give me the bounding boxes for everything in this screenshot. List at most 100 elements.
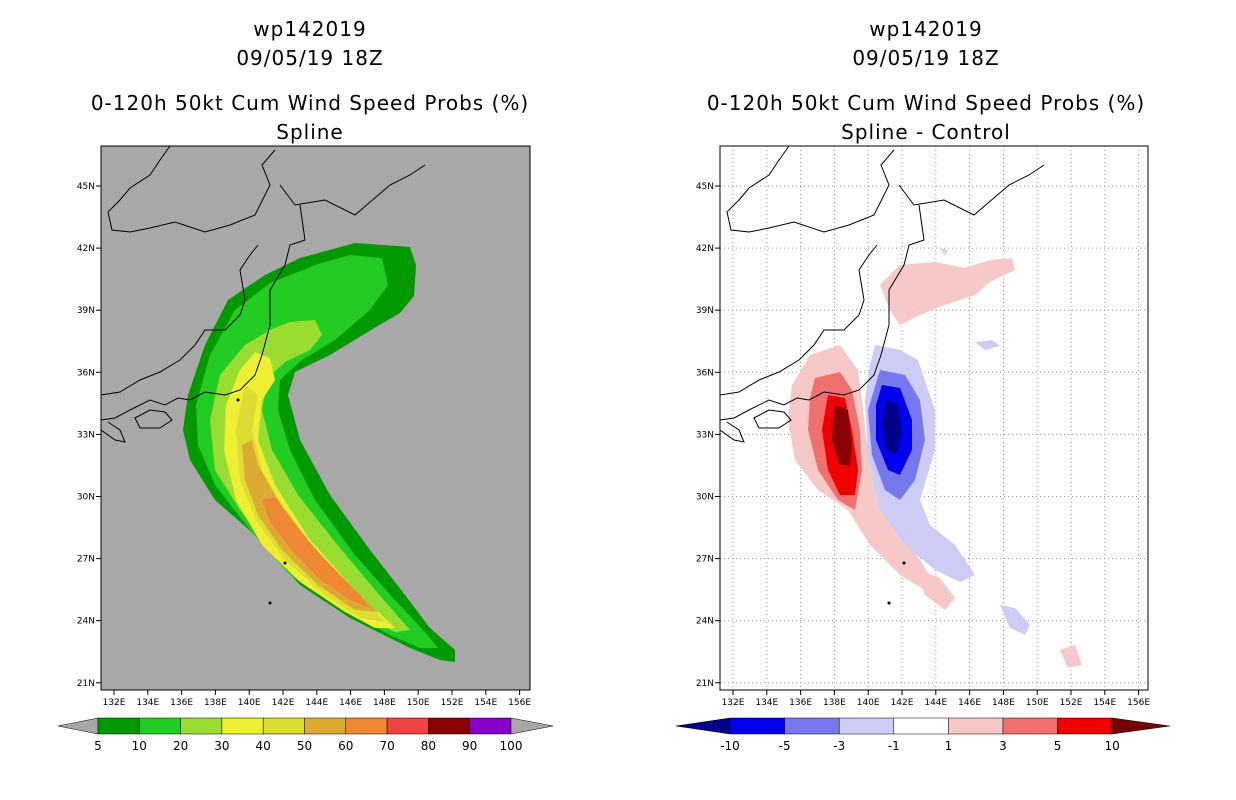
left-map-frame bbox=[100, 145, 531, 691]
lat-label: 39N bbox=[696, 306, 714, 316]
lat-label: 45N bbox=[696, 182, 714, 192]
left-colorbar-swatch bbox=[469, 717, 512, 735]
left-panel-title: wp142019 09/05/19 18Z 0-120h 50kt Cum Wi… bbox=[40, 15, 580, 147]
lon-label: 140E bbox=[238, 698, 261, 708]
right-colorbar-swatch bbox=[948, 717, 1004, 735]
right-datetime: 09/05/19 18Z bbox=[852, 46, 1000, 70]
left-colorbar-swatch bbox=[262, 717, 305, 735]
lon-label: 144E bbox=[924, 698, 947, 708]
left-axis-labels: 132E 134E 136E 138E 140E 142E 144E 146E 148E 150E… bbox=[77, 182, 532, 708]
lon-label: 148E bbox=[373, 698, 396, 708]
right-colorbar-high-arrow bbox=[1111, 717, 1171, 735]
diff-contour-plus-10 bbox=[832, 405, 852, 465]
left-colorbar-swatch bbox=[386, 717, 429, 735]
left-colorbar-swatch bbox=[139, 717, 181, 735]
lat-label: 21N bbox=[696, 679, 714, 689]
right-colorbar-label: 10 bbox=[1105, 739, 1120, 753]
right-colorbar-swatch bbox=[1002, 717, 1058, 735]
lat-label: 36N bbox=[696, 368, 714, 378]
prob-contour-50 bbox=[242, 440, 378, 612]
left-colorbar-label: 10 bbox=[132, 739, 147, 753]
right-axis-ticks bbox=[715, 185, 1140, 695]
lon-label: 142E bbox=[272, 698, 295, 708]
left-colorbar-swatch bbox=[180, 717, 223, 735]
right-colorbar-swatch bbox=[838, 717, 895, 735]
left-storm-id: wp142019 bbox=[253, 17, 367, 41]
diff-positive-5 bbox=[940, 248, 948, 256]
coastline-japan-left bbox=[101, 146, 426, 421]
left-colorbar-swatch bbox=[97, 717, 140, 735]
right-colorbar-label: -10 bbox=[720, 739, 740, 753]
right-colorbar-label: -5 bbox=[779, 739, 791, 753]
left-colorbar-label: 100 bbox=[500, 739, 523, 753]
right-map-frame bbox=[719, 145, 1149, 691]
diff-positive-3 bbox=[915, 568, 955, 610]
left-colorbar-high-arrow bbox=[510, 717, 554, 735]
lon-label: 134E bbox=[755, 698, 778, 708]
right-product-title: 0-120h 50kt Cum Wind Speed Probs (%) bbox=[706, 91, 1146, 115]
lat-label: 24N bbox=[696, 617, 714, 627]
diff-contour-minus-10 bbox=[882, 400, 902, 455]
right-colorbar-label: 5 bbox=[1054, 739, 1062, 753]
left-colorbar-low-arrow bbox=[57, 717, 99, 735]
right-axis-labels: 132E 134E 136E 138E 140E 142E 144E 146E 148E 150E… bbox=[696, 182, 1151, 708]
left-colorbar-label: 20 bbox=[173, 739, 188, 753]
right-colorbar-low-arrow bbox=[675, 717, 731, 735]
coastline-shikoku-left bbox=[101, 409, 173, 443]
right-colorbar-label: -1 bbox=[888, 739, 900, 753]
lon-label: 142E bbox=[891, 698, 914, 708]
left-colorbar-label: 5 bbox=[94, 739, 102, 753]
left-colorbar-label: 40 bbox=[256, 739, 271, 753]
prob-contour-60 bbox=[262, 497, 370, 608]
right-colorbar-swatch bbox=[1057, 717, 1113, 735]
lon-label: 146E bbox=[339, 698, 362, 708]
left-colorbar-swatch bbox=[428, 717, 470, 735]
lat-label: 21N bbox=[77, 679, 95, 689]
lon-label: 146E bbox=[958, 698, 981, 708]
lat-label: 36N bbox=[77, 368, 95, 378]
lon-label: 138E bbox=[823, 698, 846, 708]
left-colorbar-swatches bbox=[97, 717, 512, 735]
diff-positive-2 bbox=[880, 258, 1015, 325]
right-panel-title: wp142019 09/05/19 18Z 0-120h 50kt Cum Wi… bbox=[656, 15, 1196, 147]
island-dot-r1 bbox=[902, 561, 906, 565]
lon-label: 152E bbox=[1060, 698, 1083, 708]
right-storm-id: wp142019 bbox=[869, 17, 983, 41]
lat-label: 27N bbox=[696, 555, 714, 565]
right-colorbar-label: 1 bbox=[945, 739, 953, 753]
left-colorbar-swatch bbox=[221, 717, 264, 735]
coastline-japan-right bbox=[720, 146, 1045, 421]
right-map-gridlines bbox=[720, 146, 1148, 690]
lat-label: 39N bbox=[77, 306, 95, 316]
left-subtitle: Spline bbox=[276, 120, 344, 144]
lat-label: 42N bbox=[696, 244, 714, 254]
left-colorbar-labels: 5 10 20 30 40 50 60 70 80 90 100 bbox=[94, 739, 522, 753]
left-map-background bbox=[101, 146, 530, 690]
lon-label: 144E bbox=[305, 698, 328, 708]
lon-label: 138E bbox=[204, 698, 227, 708]
lon-label: 136E bbox=[170, 698, 193, 708]
lat-label: 45N bbox=[77, 182, 95, 192]
left-colorbar-label: 60 bbox=[338, 739, 353, 753]
right-colorbar-swatches bbox=[729, 717, 1113, 735]
lat-label: 30N bbox=[77, 493, 95, 503]
right-colorbar-label: 3 bbox=[999, 739, 1007, 753]
left-colorbar-label: 70 bbox=[379, 739, 394, 753]
right-map: 132E 134E 136E 138E 140E 142E 144E 146E 148E 150E… bbox=[696, 145, 1151, 708]
lon-label: 136E bbox=[789, 698, 812, 708]
lon-label: 156E bbox=[1127, 698, 1150, 708]
lon-label: 132E bbox=[103, 698, 126, 708]
lat-label: 27N bbox=[77, 555, 95, 565]
right-colorbar-label: -3 bbox=[833, 739, 845, 753]
left-colorbar-label: 50 bbox=[297, 739, 312, 753]
lon-label: 132E bbox=[722, 698, 745, 708]
lat-label: 33N bbox=[696, 430, 714, 440]
right-colorbar-labels: -10 -5 -3 -1 1 3 5 10 bbox=[720, 739, 1120, 753]
left-colorbar-label: 80 bbox=[421, 739, 436, 753]
left-colorbar-swatch bbox=[345, 717, 388, 735]
left-map: 132E 134E 136E 138E 140E 142E 144E 146E 148E 150E… bbox=[77, 145, 532, 708]
lat-label: 24N bbox=[77, 617, 95, 627]
left-colorbar: 5 10 20 30 40 50 60 70 80 90 100 bbox=[57, 717, 554, 753]
lon-label: 156E bbox=[508, 698, 531, 708]
lon-label: 154E bbox=[1093, 698, 1116, 708]
